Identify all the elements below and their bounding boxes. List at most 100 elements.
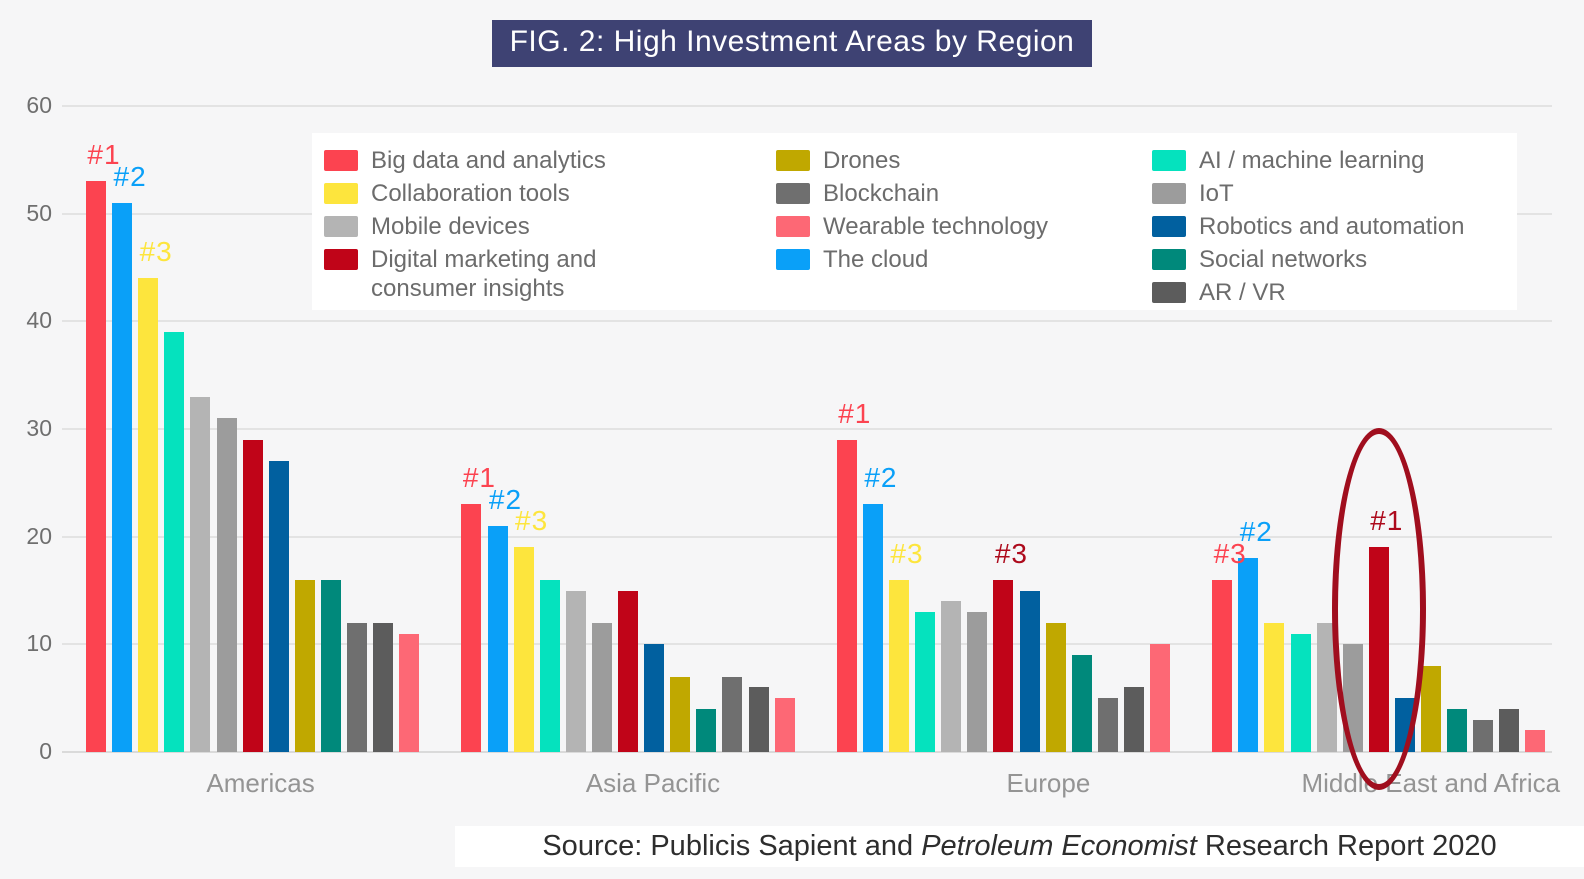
source-text: Source: Publicis Sapient and Petroleum E… <box>542 830 1496 863</box>
source-prefix: Source: Publicis Sapient and <box>542 830 922 862</box>
y-tick-label: 40 <box>26 307 52 334</box>
rank-annotation: #3 <box>890 537 924 569</box>
bar <box>862 504 883 752</box>
bar <box>644 644 665 752</box>
bar <box>461 504 482 752</box>
legend-label: IoT <box>1199 180 1234 207</box>
gridline-20 <box>62 535 1552 538</box>
region-label: Asia Pacific <box>585 768 721 798</box>
bar <box>487 525 508 752</box>
rank-annotation: #1 <box>87 139 121 171</box>
bar <box>1290 633 1311 752</box>
bar <box>513 547 534 752</box>
bar <box>539 579 560 752</box>
bar <box>1123 687 1144 752</box>
legend-label: Big data and analytics <box>371 147 606 174</box>
legend-label: Robotics and automation <box>1199 213 1465 240</box>
rank-annotation: #2 <box>113 160 147 192</box>
gridline-30 <box>62 428 1552 430</box>
legend-label: The cloud <box>823 246 929 273</box>
y-tick-label: 50 <box>26 199 52 226</box>
legend-swatch <box>1152 183 1186 204</box>
legend-item: AR / VR <box>1152 278 1512 307</box>
bar <box>112 202 133 752</box>
bar <box>915 612 936 752</box>
legend-label: Collaboration tools <box>371 180 570 207</box>
legend-item: Collaboration tools <box>324 179 776 208</box>
legend-item: Social networks <box>1152 245 1512 274</box>
legend-item: AI / machine learning <box>1152 146 1512 175</box>
bar <box>86 181 106 752</box>
bar <box>1421 665 1441 752</box>
y-tick-label: 10 <box>26 630 52 657</box>
y-tick-label: 0 <box>39 737 52 764</box>
legend-swatch <box>1152 216 1186 237</box>
legend-swatch <box>776 216 810 237</box>
bar <box>889 579 909 752</box>
source-italic: Petroleum Economist <box>921 830 1197 862</box>
legend-column: Big data and analytics Collaboration tool… <box>324 146 776 310</box>
bar <box>1045 622 1066 752</box>
legend-swatch <box>776 183 810 204</box>
bar <box>618 590 638 752</box>
bar <box>1150 644 1170 752</box>
bar <box>1019 590 1040 752</box>
gridline-0 <box>62 751 1552 753</box>
rank-annotation: #1 <box>462 462 496 494</box>
bar <box>670 676 691 752</box>
bar <box>347 622 367 752</box>
legend-label: Digital marketing and consumer insights <box>371 246 597 302</box>
legend-label: Wearable technology <box>823 213 1049 240</box>
bar <box>268 461 289 752</box>
bar <box>320 579 341 752</box>
bar <box>967 612 988 752</box>
legend-item: Blockchain <box>776 179 1152 208</box>
rank-annotation: #1 <box>838 397 872 429</box>
rank-annotation: #3 <box>994 537 1028 569</box>
bar <box>294 579 315 752</box>
bar <box>591 622 612 752</box>
legend-swatch <box>1152 150 1186 171</box>
legend-label: Blockchain <box>823 180 940 207</box>
y-tick-label: 60 <box>26 91 52 118</box>
bar <box>1447 708 1468 752</box>
legend-column: Drones Blockchain Wearable technology The c… <box>776 146 1152 310</box>
rank-annotation: #2 <box>1239 516 1273 548</box>
legend-swatch <box>776 150 810 171</box>
bar <box>1212 579 1233 752</box>
bar <box>399 633 420 752</box>
legend-swatch <box>1152 249 1186 270</box>
bar <box>941 601 962 752</box>
bar <box>164 332 185 752</box>
bar <box>1525 730 1546 752</box>
legend-swatch <box>1152 282 1186 303</box>
gridline-60 <box>62 105 1552 107</box>
bar <box>565 590 586 752</box>
legend-item: IoT <box>1152 179 1512 208</box>
legend-swatch <box>324 150 358 171</box>
bar <box>216 418 237 752</box>
rank-annotation: #3 <box>1213 537 1247 569</box>
bar <box>696 708 717 752</box>
bar <box>1499 708 1520 752</box>
highlight-ellipse <box>1331 428 1426 790</box>
legend-swatch <box>324 249 358 270</box>
title-bar: FIG. 2: High Investment Areas by Region <box>0 20 1584 67</box>
legend-label: Mobile devices <box>371 213 530 240</box>
bar <box>993 579 1014 752</box>
figure-title: FIG. 2: High Investment Areas by Region <box>491 20 1093 67</box>
bar <box>1264 622 1285 752</box>
y-tick-label: 30 <box>26 414 52 441</box>
legend-item: Wearable technology <box>776 212 1152 241</box>
bar <box>1097 698 1118 752</box>
region-label: Middle East and Africa <box>1301 768 1561 798</box>
legend-item: Digital marketing and consumer insights <box>324 245 776 303</box>
source-strip: Source: Publicis Sapient and Petroleum E… <box>455 826 1584 867</box>
bar <box>1071 655 1092 752</box>
rank-annotation: #2 <box>488 483 523 515</box>
legend-swatch <box>324 216 358 237</box>
bar <box>138 278 159 752</box>
gridline-10 <box>62 643 1552 646</box>
